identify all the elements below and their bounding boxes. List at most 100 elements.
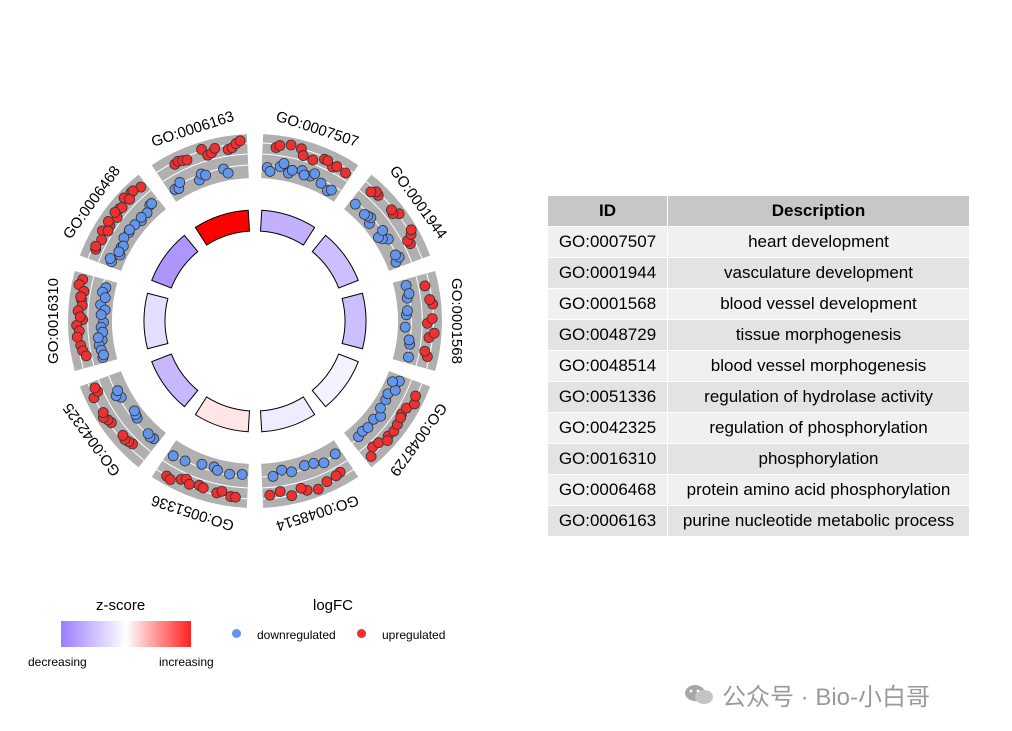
term-label: GO:0001568 [448,278,465,364]
logfc-gridline [415,276,423,366]
table-cell-id: GO:0006468 [548,475,668,505]
table-cell-id: GO:0042325 [548,413,668,443]
table-header-id: ID [548,196,668,226]
zscore-bar [259,396,316,433]
zscore-bar [311,234,359,289]
table-cell-id: GO:0048729 [548,320,668,350]
table-cell-description: regulation of phosphorylation [668,413,969,443]
upregulated-point [285,139,297,151]
upregulated-point [395,412,407,424]
logfc-band [344,371,431,468]
downregulated-point [298,169,310,181]
logfc-gridline [162,153,248,182]
table-row: GO:0006468 protein amino acid phosphoryl… [548,475,969,505]
upregulated-point [183,478,195,490]
zscore-low-label: decreasing [28,655,87,669]
downregulated-point [167,450,179,462]
downregulated-point [390,249,401,261]
downregulated-point [267,470,279,482]
upregulated-point [90,240,102,252]
downregulated-point [174,177,186,188]
zscore-legend-title: z-score [96,597,146,614]
upregulated-point [419,345,431,357]
downregulated-point [104,253,116,264]
downregulated-point [315,177,327,189]
downregulated-point [135,211,147,223]
zscore-bar [341,292,367,350]
downregulated-point [113,246,125,258]
table-cell-description: vasculature development [668,258,969,288]
zscore-bar [151,234,199,289]
term-label: GO:0016310 [45,278,62,364]
upregulated-point [307,154,319,166]
upregulated-point [426,313,438,324]
downregulated-point [179,455,191,467]
table-cell-description: blood vessel development [668,289,969,319]
table-row: GO:0001944 vasculature development [548,258,969,288]
table-cell-id: GO:0016310 [548,444,668,474]
downregulated-legend-label: downregulated [257,628,336,642]
upregulated-point [330,470,342,482]
upregulated-point [102,225,114,237]
upregulated-point [124,193,135,205]
logfc-legend-title: logFC [313,597,354,614]
go-term-table: ID Description GO:0007507 heart developm… [548,195,969,537]
logfc-gridline [262,460,348,489]
upregulated-point [264,489,276,501]
downregulated-point [222,167,234,179]
upregulated-point [75,291,87,303]
table-cell-id: GO:0006163 [548,506,668,536]
downregulated-point [264,166,276,177]
upregulated-point [365,451,377,462]
downregulated-point [99,292,111,304]
downregulated-point [276,464,288,476]
upregulated-point [365,186,377,198]
table-row: GO:0048729 tissue morphogenesis [548,320,969,350]
logfc-gridline [358,379,413,453]
zscore-bar [311,353,359,408]
downregulated-point [403,288,415,299]
upregulated-point [312,483,324,495]
upregulated-point [340,167,351,179]
downregulated-point [358,208,370,220]
downregulated-point [95,309,107,321]
table-cell-id: GO:0001568 [548,289,668,319]
downregulated-point [286,164,298,176]
downregulated-point [286,466,297,478]
table-header-description: Description [668,196,969,226]
downregulated-point [146,198,158,209]
table-cell-id: GO:0048514 [548,351,668,381]
downregulated-point [212,464,223,476]
upregulated-point [286,490,298,502]
upregulated-legend-label: upregulated [382,628,446,642]
upregulated-point [331,161,343,172]
upregulated-point [297,150,309,161]
downregulated-point [325,184,337,196]
downregulated-point [403,334,415,346]
table-row: GO:0006163 purine nucleotide metabolic p… [548,506,969,536]
upregulated-point [274,486,286,497]
upregulated-point [322,155,334,167]
upregulated-point [321,476,333,488]
downregulated-point [349,198,361,210]
zscore-bar [143,292,169,350]
downregulated-point [112,385,124,397]
upregulated-point [386,204,397,216]
upregulated-point [109,206,121,218]
table-cell-description: blood vessel morphogenesis [668,351,969,381]
upregulated-point [405,224,417,236]
upregulated-point [89,382,101,394]
table-cell-description: purine nucleotide metabolic process [668,506,969,536]
upregulated-point [181,154,193,166]
table-row: GO:0007507 heart development [548,227,969,257]
downregulated-point [124,224,135,236]
logfc-gridline [97,379,152,453]
table-cell-description: tissue morphogenesis [668,320,969,350]
zscore-colorbar [61,621,191,647]
logfc-gridline [97,189,152,263]
downregulated-point [377,225,388,236]
downregulated-point [196,458,208,470]
upregulated-point [230,491,241,503]
zscore-bar [194,209,251,246]
